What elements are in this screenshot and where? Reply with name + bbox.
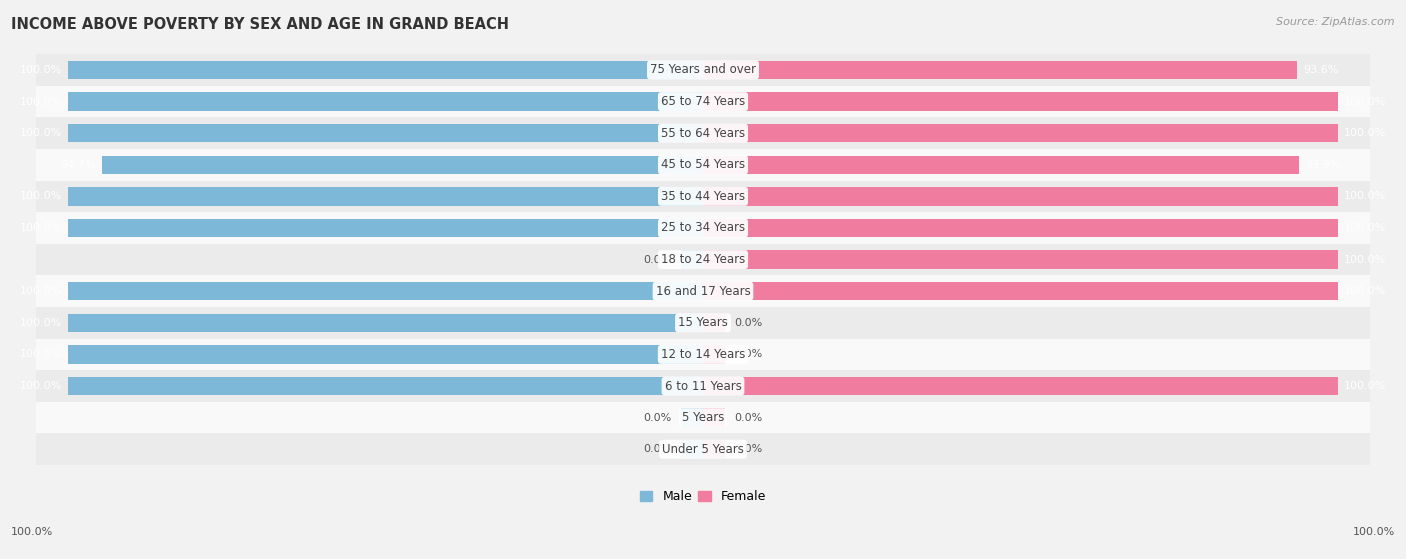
Bar xyxy=(69,377,703,395)
Text: 6 to 11 Years: 6 to 11 Years xyxy=(665,380,741,392)
Bar xyxy=(703,124,1337,143)
Bar xyxy=(681,250,703,269)
Text: 93.9%: 93.9% xyxy=(1305,160,1341,170)
Bar xyxy=(69,124,703,143)
Text: 100.0%: 100.0% xyxy=(20,191,62,201)
Text: 100.0%: 100.0% xyxy=(20,318,62,328)
Bar xyxy=(69,61,703,79)
Bar xyxy=(703,345,725,363)
Bar xyxy=(681,440,703,458)
Text: 100.0%: 100.0% xyxy=(1353,527,1395,537)
Bar xyxy=(37,54,1369,86)
Bar xyxy=(69,187,703,206)
Text: 18 to 24 Years: 18 to 24 Years xyxy=(661,253,745,266)
Bar xyxy=(703,219,1337,237)
Text: 0.0%: 0.0% xyxy=(735,444,763,454)
Text: 100.0%: 100.0% xyxy=(1344,254,1386,264)
Bar xyxy=(703,250,1337,269)
Bar xyxy=(37,433,1369,465)
Text: 0.0%: 0.0% xyxy=(643,413,671,423)
Text: 0.0%: 0.0% xyxy=(735,349,763,359)
Bar xyxy=(703,155,1299,174)
Text: 45 to 54 Years: 45 to 54 Years xyxy=(661,158,745,171)
Text: 12 to 14 Years: 12 to 14 Years xyxy=(661,348,745,361)
Text: 25 to 34 Years: 25 to 34 Years xyxy=(661,221,745,234)
Text: 100.0%: 100.0% xyxy=(20,223,62,233)
Text: 100.0%: 100.0% xyxy=(1344,381,1386,391)
Text: 100.0%: 100.0% xyxy=(20,286,62,296)
Bar xyxy=(37,86,1369,117)
Text: 100.0%: 100.0% xyxy=(11,527,53,537)
Text: INCOME ABOVE POVERTY BY SEX AND AGE IN GRAND BEACH: INCOME ABOVE POVERTY BY SEX AND AGE IN G… xyxy=(11,17,509,32)
Legend: Male, Female: Male, Female xyxy=(636,485,770,508)
Bar xyxy=(69,314,703,332)
Bar xyxy=(703,92,1337,111)
Text: 75 Years and over: 75 Years and over xyxy=(650,63,756,77)
Bar xyxy=(703,377,1337,395)
Bar xyxy=(37,276,1369,307)
Text: 100.0%: 100.0% xyxy=(20,65,62,75)
Bar xyxy=(37,117,1369,149)
Text: 100.0%: 100.0% xyxy=(20,349,62,359)
Text: Under 5 Years: Under 5 Years xyxy=(662,443,744,456)
Text: 100.0%: 100.0% xyxy=(20,128,62,138)
Text: 65 to 74 Years: 65 to 74 Years xyxy=(661,95,745,108)
Text: 35 to 44 Years: 35 to 44 Years xyxy=(661,190,745,203)
Text: 0.0%: 0.0% xyxy=(735,413,763,423)
Text: 94.7%: 94.7% xyxy=(60,160,96,170)
Text: 100.0%: 100.0% xyxy=(1344,286,1386,296)
Text: 100.0%: 100.0% xyxy=(1344,191,1386,201)
Bar xyxy=(101,155,703,174)
Bar xyxy=(37,244,1369,276)
Bar xyxy=(703,314,725,332)
Bar xyxy=(37,339,1369,370)
Text: 0.0%: 0.0% xyxy=(735,318,763,328)
Text: 100.0%: 100.0% xyxy=(1344,97,1386,107)
Bar xyxy=(69,282,703,300)
Text: 100.0%: 100.0% xyxy=(20,97,62,107)
Bar xyxy=(69,92,703,111)
Bar xyxy=(703,187,1337,206)
Bar xyxy=(69,345,703,363)
Bar xyxy=(37,370,1369,402)
Bar xyxy=(703,440,725,458)
Bar xyxy=(703,409,725,427)
Text: 93.6%: 93.6% xyxy=(1303,65,1339,75)
Bar xyxy=(681,409,703,427)
Text: 15 Years: 15 Years xyxy=(678,316,728,329)
Text: 55 to 64 Years: 55 to 64 Years xyxy=(661,127,745,140)
Text: 100.0%: 100.0% xyxy=(1344,223,1386,233)
Text: Source: ZipAtlas.com: Source: ZipAtlas.com xyxy=(1277,17,1395,27)
Text: 0.0%: 0.0% xyxy=(643,444,671,454)
Text: 16 and 17 Years: 16 and 17 Years xyxy=(655,285,751,298)
Text: 100.0%: 100.0% xyxy=(1344,128,1386,138)
Bar xyxy=(37,307,1369,339)
Bar xyxy=(69,219,703,237)
Text: 5 Years: 5 Years xyxy=(682,411,724,424)
Text: 100.0%: 100.0% xyxy=(20,381,62,391)
Bar xyxy=(703,61,1298,79)
Bar xyxy=(703,282,1337,300)
Text: 0.0%: 0.0% xyxy=(643,254,671,264)
Bar xyxy=(37,149,1369,181)
Bar xyxy=(37,402,1369,433)
Bar xyxy=(37,181,1369,212)
Bar xyxy=(37,212,1369,244)
